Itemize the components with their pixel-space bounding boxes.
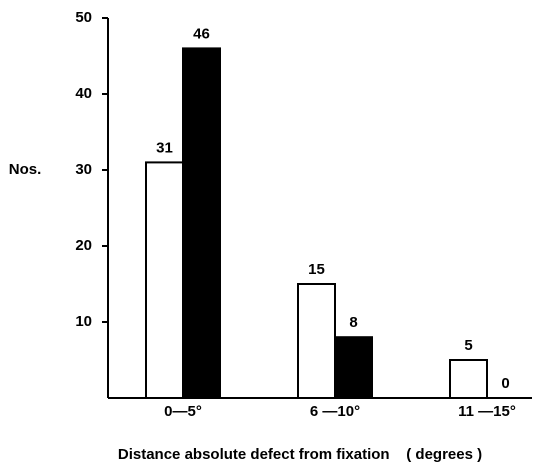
y-axis-label: Nos. <box>9 161 42 178</box>
value-label: 46 <box>193 25 210 42</box>
bar <box>334 336 373 400</box>
y-tick-label: 30 <box>75 161 92 178</box>
x-axis-label: Distance absolute defect from fixation (… <box>118 446 482 463</box>
y-tick-label: 50 <box>75 9 92 26</box>
y-tick-label: 40 <box>75 85 92 102</box>
x-tick-label: 6 —10° <box>310 403 360 420</box>
value-label: 5 <box>464 337 472 354</box>
y-tick-label: 20 <box>75 237 92 254</box>
bar <box>182 47 221 400</box>
bar <box>449 359 488 399</box>
value-label: 0 <box>501 375 509 392</box>
bar <box>145 161 184 399</box>
value-label: 15 <box>308 261 325 278</box>
x-tick-label: 11 —15° <box>458 403 516 420</box>
x-tick-label: 0—5° <box>164 403 202 420</box>
y-tick-label: 10 <box>75 313 92 330</box>
value-label: 31 <box>156 139 173 156</box>
value-label: 8 <box>349 314 357 331</box>
bar <box>297 283 336 399</box>
